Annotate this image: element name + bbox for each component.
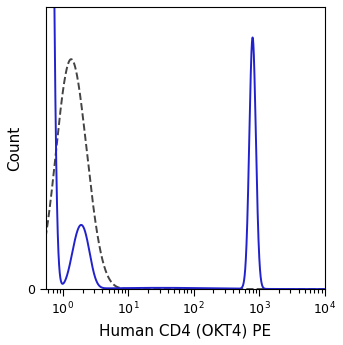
Y-axis label: Count: Count bbox=[7, 125, 22, 171]
X-axis label: Human CD4 (OKT4) PE: Human CD4 (OKT4) PE bbox=[99, 323, 271, 338]
